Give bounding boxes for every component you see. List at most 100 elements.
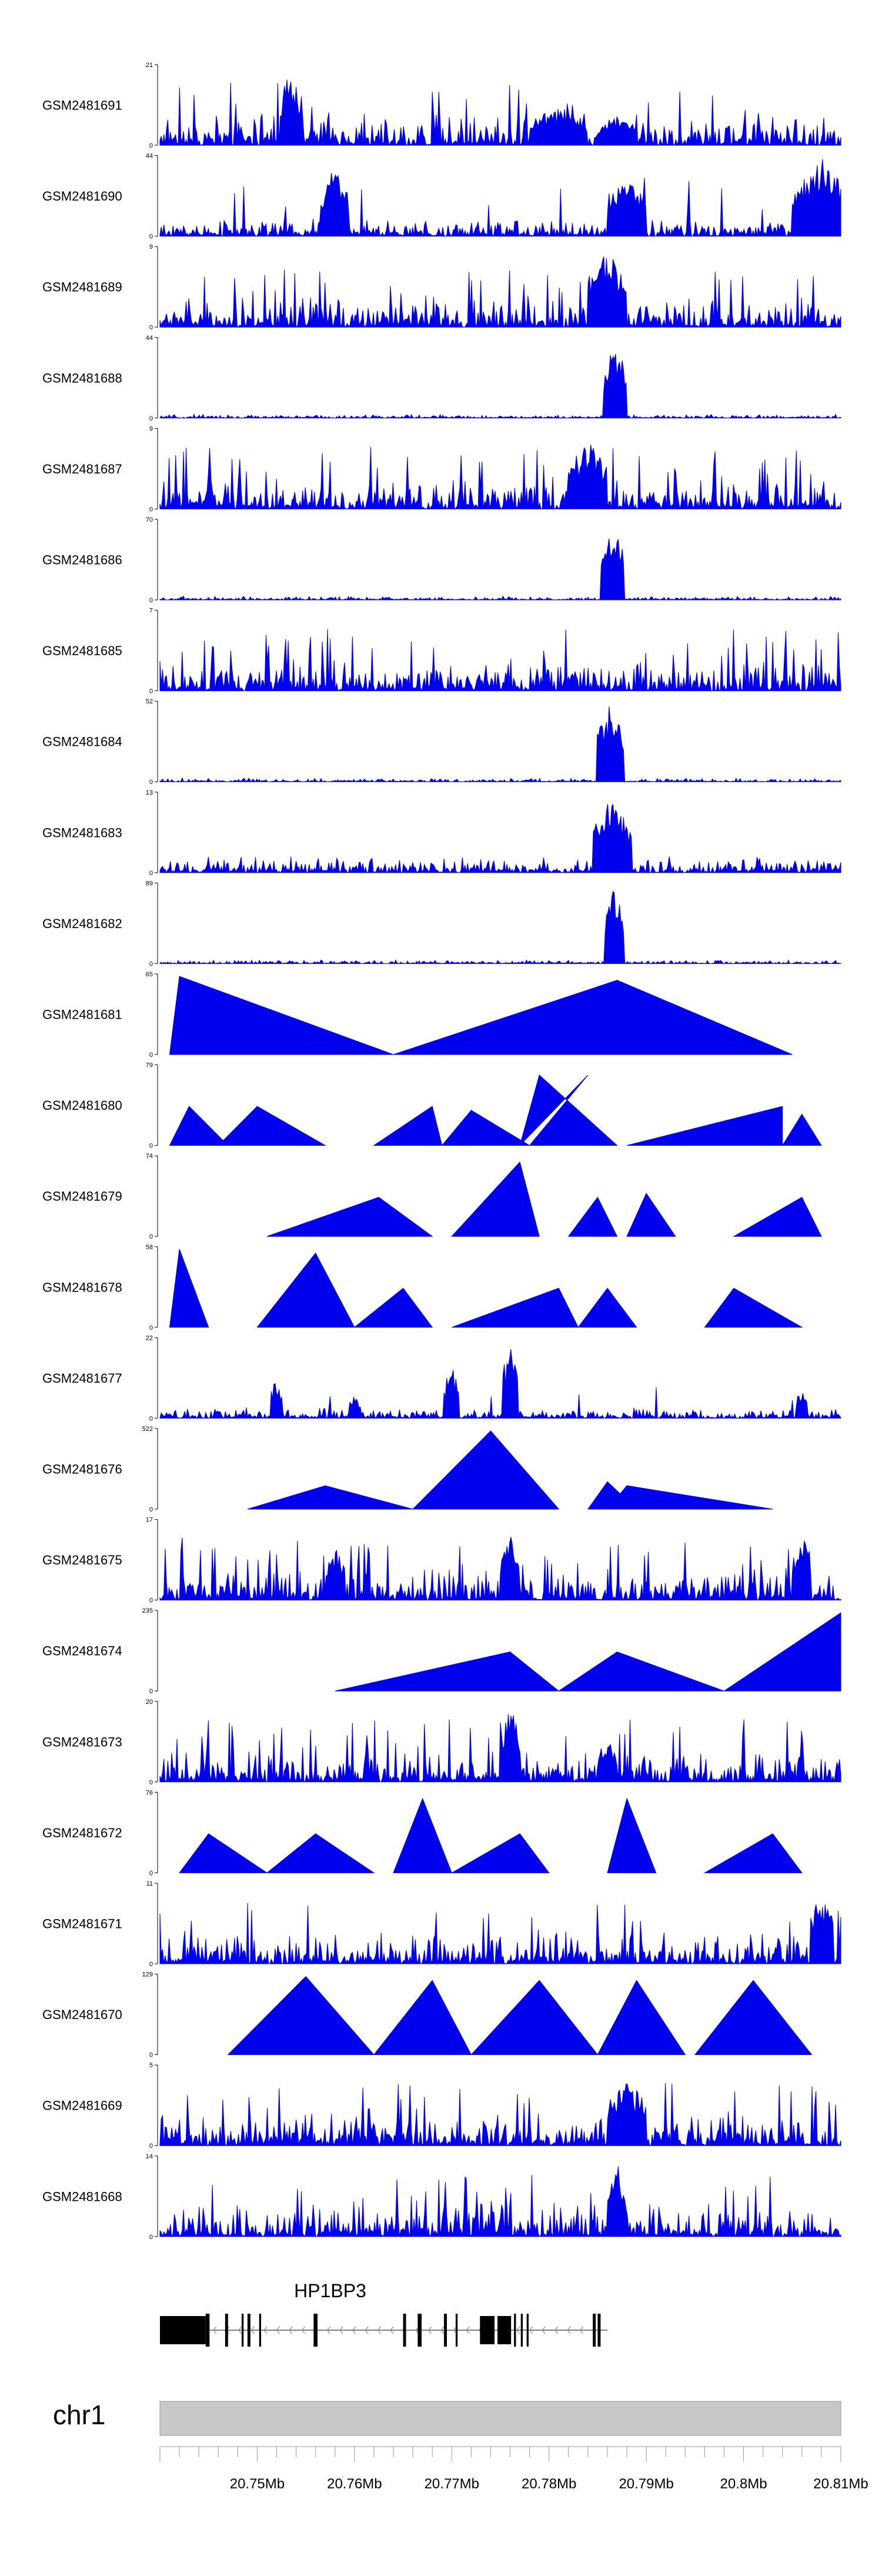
gene-exon: [497, 2316, 512, 2344]
track-GSM2481682: GSM2481682 89 0: [42, 880, 841, 967]
y-tick-label-max: 522: [142, 1426, 153, 1433]
x-tick-label: 20.77Mb: [425, 2476, 479, 2492]
strand-chevron-icon: [440, 2326, 445, 2334]
track-GSM2481691: GSM2481691 21 0: [42, 62, 841, 149]
track-GSM2481689: GSM2481689 9 0: [42, 243, 841, 331]
y-tick-label-min: 0: [149, 2143, 153, 2150]
x-tick-label: 20.8Mb: [720, 2476, 767, 2492]
coverage-area: [159, 353, 841, 419]
y-tick-label-max: 9: [149, 425, 153, 432]
gene-exon: [455, 2314, 458, 2347]
y-tick-label-max: 52: [146, 698, 153, 705]
strand-chevron-icon: [301, 2326, 305, 2334]
y-tick-label-min: 0: [149, 1961, 153, 1968]
track-GSM2481684: GSM2481684 52 0: [42, 698, 841, 786]
track-label: GSM2481672: [42, 1826, 122, 1840]
strand-chevron-icon: [250, 2326, 255, 2334]
gene-exon: [160, 2316, 206, 2344]
coverage-area: [159, 1537, 841, 1601]
track-GSM2481676: GSM2481676 522 0: [42, 1426, 773, 1513]
strand-chevron-icon: [339, 2326, 343, 2334]
track-label: GSM2481680: [42, 1098, 122, 1113]
y-tick-label-min: 0: [149, 1870, 153, 1877]
strand-chevron-icon: [579, 2326, 584, 2334]
strand-chevron-icon: [276, 2326, 280, 2334]
y-tick-label-max: 13: [146, 789, 153, 796]
y-tick-label-min: 0: [149, 1506, 153, 1513]
track-label: GSM2481689: [42, 280, 122, 295]
track-GSM2481668: GSM2481668 14 0: [42, 2153, 841, 2241]
gene-exon: [259, 2314, 262, 2347]
coverage-area: [159, 1714, 841, 1783]
gene-exon: [514, 2314, 516, 2347]
coverage-area: [159, 2166, 841, 2238]
y-tick-label-min: 0: [149, 779, 153, 786]
coverage-area: [159, 706, 841, 783]
track-label: GSM2481671: [42, 1917, 122, 1931]
strand-chevron-icon: [390, 2326, 394, 2334]
track-label: GSM2481678: [42, 1280, 122, 1294]
track-label: GSM2481682: [42, 916, 122, 931]
track-GSM2481686: GSM2481686 70 0: [42, 516, 841, 604]
strand-chevron-icon: [263, 2326, 268, 2334]
x-tick-label: 20.75Mb: [230, 2476, 285, 2492]
coverage-area: [266, 1161, 822, 1237]
track-label: GSM2481681: [42, 1007, 122, 1022]
coverage-area: [169, 976, 793, 1055]
coverage-area: [159, 256, 841, 328]
coverage-area: [169, 1249, 803, 1328]
y-tick-label-min: 0: [149, 2052, 153, 2059]
y-tick-label-max: 17: [146, 1517, 153, 1524]
track-GSM2481669: GSM2481669 5 0: [42, 2062, 841, 2150]
track-GSM2481678: GSM2481678 58 0: [42, 1244, 803, 1332]
track-GSM2481679: GSM2481679 74 0: [42, 1153, 822, 1240]
gene-exon: [480, 2316, 495, 2344]
gene-exon: [247, 2314, 250, 2347]
track-label: GSM2481676: [42, 1462, 122, 1477]
chromosome-label: chr1: [53, 2400, 105, 2430]
strand-chevron-icon: [529, 2326, 533, 2334]
track-label: GSM2481684: [42, 735, 122, 749]
y-tick-label-max: 65: [146, 971, 153, 978]
track-GSM2481675: GSM2481675 17 0: [42, 1517, 841, 1604]
coverage-area: [179, 1797, 803, 1873]
track-label: GSM2481670: [42, 2007, 122, 2022]
gene-exon: [417, 2314, 422, 2347]
track-label: GSM2481668: [42, 2189, 122, 2204]
y-tick-label-min: 0: [149, 324, 153, 331]
y-tick-label-max: 74: [146, 1153, 153, 1160]
coverage-area: [335, 1612, 841, 1691]
y-tick-label-max: 44: [146, 153, 153, 160]
coverage-area: [159, 2083, 841, 2147]
coverage-area: [227, 1976, 813, 2056]
coverage-area: [159, 803, 841, 874]
track-label: GSM2481691: [42, 98, 122, 113]
y-tick-label-min: 0: [149, 1324, 153, 1332]
coverage-area: [159, 79, 841, 146]
track-GSM2481690: GSM2481690 44 0: [42, 153, 841, 241]
track-GSM2481687: GSM2481687 9 0: [42, 425, 841, 513]
strand-chevron-icon: [542, 2326, 546, 2334]
track-label: GSM2481686: [42, 553, 122, 568]
coverage-area: [159, 629, 841, 692]
y-tick-label-max: 7: [149, 608, 153, 615]
track-GSM2481688: GSM2481688 44 0: [42, 335, 841, 422]
strand-chevron-icon: [554, 2326, 559, 2334]
y-tick-label-max: 79: [146, 1062, 153, 1069]
track-GSM2481683: GSM2481683 13 0: [42, 789, 841, 877]
y-tick-label-max: 20: [146, 1699, 153, 1706]
coverage-area: [159, 445, 841, 510]
coverage-area: [247, 1430, 773, 1510]
y-tick-label-min: 0: [149, 688, 153, 695]
y-tick-label-min: 0: [149, 506, 153, 513]
y-tick-label-min: 0: [149, 1143, 153, 1150]
y-tick-label-min: 0: [149, 1052, 153, 1059]
y-tick-label-min: 0: [149, 1688, 153, 1695]
track-label: GSM2481679: [42, 1189, 122, 1204]
gene-exon: [597, 2314, 601, 2347]
track-GSM2481671: GSM2481671 11 0: [42, 1880, 841, 1968]
y-tick-label-min: 0: [149, 415, 153, 422]
strand-chevron-icon: [567, 2326, 571, 2334]
strand-chevron-icon: [466, 2326, 470, 2334]
